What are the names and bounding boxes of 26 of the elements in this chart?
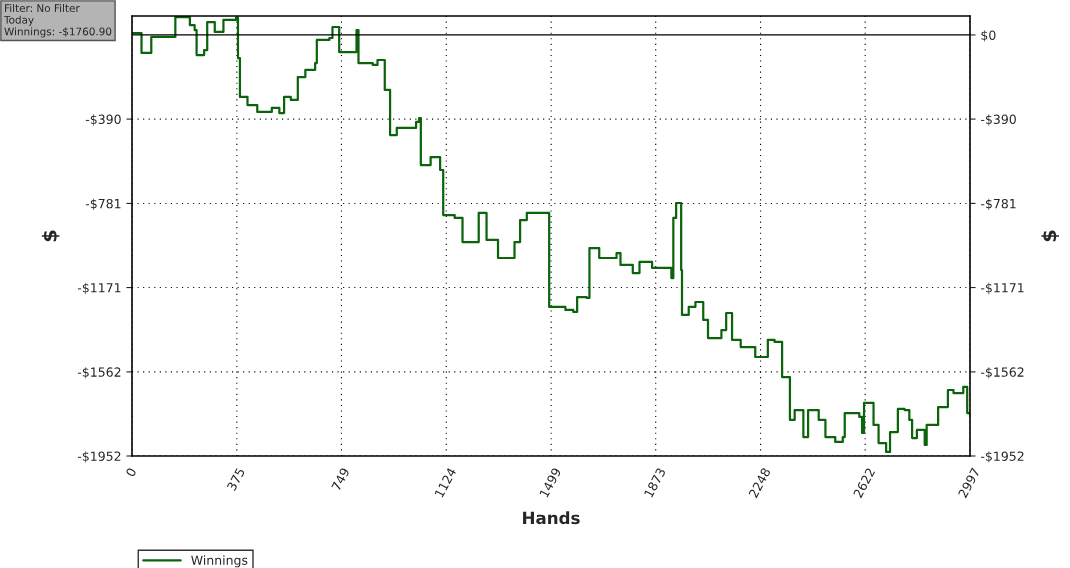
y2-tick-label: -$390 <box>981 114 1016 126</box>
y2-axis-title: $ <box>1041 230 1059 242</box>
y-tick-label: -$781 <box>85 198 121 211</box>
x-axis-title: Hands <box>523 511 580 525</box>
text: Winnings: -$1760.90 <box>4 27 112 38</box>
text: Today <box>3 15 34 26</box>
y2-tick-label: -$1171 <box>981 282 1024 295</box>
y-axis-title: $ <box>41 230 60 242</box>
x-tick-label: 0 <box>125 467 137 478</box>
y-tick-label: -$1952 <box>77 451 121 463</box>
y2-tick-label: $0 <box>981 30 996 42</box>
x-tick-label: 2248 <box>748 467 771 499</box>
y-tick-label: -$1562 <box>77 367 121 379</box>
legend-label: Winnings <box>191 555 248 568</box>
x-tick-label: 375 <box>226 467 246 492</box>
x-tick-label: 2997 <box>957 467 981 499</box>
x-tick-label: 749 <box>331 467 350 492</box>
y2-tick-label: -$781 <box>981 198 1016 211</box>
x-tick-label: 1124 <box>434 467 457 498</box>
x-tick-label: 1873 <box>643 467 666 498</box>
y2-tick-label: -$1952 <box>981 451 1024 463</box>
y2-tick-label: -$1562 <box>981 367 1024 379</box>
y-tick-label: -$390 <box>85 114 121 126</box>
y-tick-label: -$1171 <box>77 282 121 295</box>
x-tick-label: 1499 <box>539 467 562 498</box>
text: Filter: No Filter <box>5 4 80 13</box>
